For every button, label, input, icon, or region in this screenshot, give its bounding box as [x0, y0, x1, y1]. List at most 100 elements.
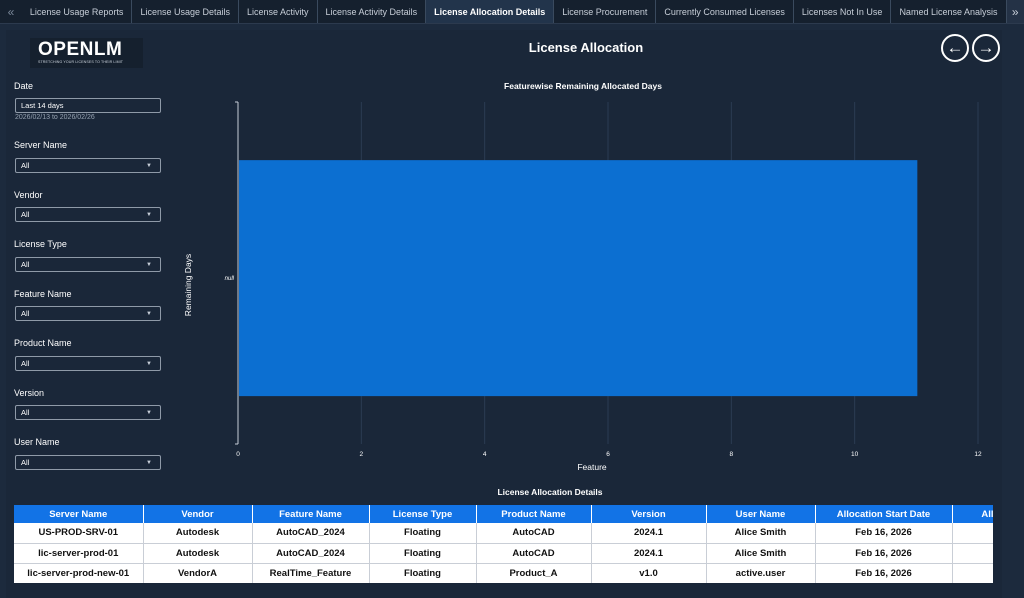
arrow-right-icon: →: [977, 38, 995, 57]
chevron-down-icon: ▼: [146, 459, 152, 466]
back-button[interactable]: ←: [941, 34, 969, 62]
x-tick-label: 12: [974, 451, 982, 458]
tab-license-activity[interactable]: License Activity: [239, 0, 318, 23]
table-cell: 2024.1: [591, 523, 707, 544]
tab-list: License Usage Reports License Usage Detai…: [22, 0, 1007, 23]
forward-button[interactable]: →: [972, 34, 1000, 62]
tab-license-usage-reports[interactable]: License Usage Reports: [22, 0, 133, 23]
table-cell: active.user: [706, 563, 816, 583]
license-type-filter-label: License Type: [14, 239, 67, 249]
table-cell: [952, 563, 993, 583]
user-name-value: All: [21, 458, 30, 467]
column-header-alloc[interactable]: Alloc: [952, 505, 993, 523]
chevron-down-icon: ▼: [146, 310, 152, 317]
version-dropdown[interactable]: All ▼: [15, 405, 161, 420]
column-header-license-type[interactable]: License Type: [369, 505, 477, 523]
column-header-product-name[interactable]: Product Name: [476, 505, 592, 523]
tab-named-license-analysis[interactable]: Named License Analysis: [891, 0, 1007, 23]
tab-license-procurement[interactable]: License Procurement: [554, 0, 657, 23]
product-name-value: All: [21, 359, 30, 368]
table-cell: Autodesk: [143, 543, 253, 564]
table-cell: Product_A: [476, 563, 592, 583]
chart-title: Featurewise Remaining Allocated Days: [504, 81, 662, 91]
table-cell: AutoCAD: [476, 523, 592, 544]
table-cell: Floating: [369, 563, 477, 583]
x-tick-label: 4: [483, 451, 487, 458]
x-tick-label: 0: [236, 451, 240, 458]
table-cell: VendorA: [143, 563, 253, 583]
chart-x-axis-title: Feature: [577, 462, 607, 472]
date-range-text: 2026/02/13 to 2026/02/26: [15, 114, 95, 121]
column-header-allocation-start-date[interactable]: Allocation Start Date: [815, 505, 953, 523]
vendor-value: All: [21, 210, 30, 219]
table-cell: [952, 543, 993, 564]
x-tick-label: 8: [730, 451, 734, 458]
tabs-scroll-right-button[interactable]: »: [1006, 0, 1024, 23]
table-cell: RealTime_Feature: [252, 563, 370, 583]
user-name-dropdown[interactable]: All ▼: [15, 455, 161, 470]
user-name-filter-label: User Name: [14, 437, 60, 447]
tab-license-activity-details[interactable]: License Activity Details: [318, 0, 427, 23]
server-name-value: All: [21, 161, 30, 170]
chevron-down-icon: ▼: [146, 360, 152, 367]
date-filter-value: Last 14 days: [21, 101, 64, 110]
vendor-filter-label: Vendor: [14, 190, 43, 200]
license-type-dropdown[interactable]: All ▼: [15, 257, 161, 272]
tabs-scroll-left-button[interactable]: «: [7, 4, 15, 19]
table-row[interactable]: US-PROD-SRV-01 Autodesk AutoCAD_2024 Floati…: [14, 523, 993, 544]
logo-tagline: STRETCHING YOUR LICENSES TO THEIR LIMIT: [38, 60, 124, 64]
feature-name-filter-label: Feature Name: [14, 289, 72, 299]
column-header-feature-name[interactable]: Feature Name: [252, 505, 370, 523]
version-value: All: [21, 408, 30, 417]
version-filter-label: Version: [14, 388, 45, 398]
table-cell: AutoCAD_2024: [252, 523, 370, 544]
table-cell: lic-server-prod-new-01: [14, 563, 144, 583]
table-cell: Floating: [369, 543, 477, 564]
table-cell: Alice Smith: [706, 523, 816, 544]
column-header-server-name[interactable]: Server Name: [14, 505, 144, 523]
vendor-dropdown[interactable]: All ▼: [15, 207, 161, 222]
tab-licenses-not-in-use[interactable]: Licenses Not In Use: [794, 0, 892, 23]
x-tick-label: 10: [851, 451, 859, 458]
column-header-version[interactable]: Version: [591, 505, 707, 523]
x-tick-label: 6: [606, 451, 610, 458]
table-row[interactable]: lic-server-prod-01 Autodesk AutoCAD_2024 Fl…: [14, 543, 993, 564]
openlm-logo: OPENLM STRETCHING YOUR LICENSES TO THEIR…: [30, 38, 143, 68]
bar: [239, 160, 918, 397]
allocation-details-table: Server Name Vendor Feature Name License Typ…: [14, 505, 993, 583]
tab-license-usage-details[interactable]: License Usage Details: [132, 0, 239, 23]
table-cell: [952, 523, 993, 544]
column-header-vendor[interactable]: Vendor: [143, 505, 253, 523]
chevron-down-icon: ▼: [146, 162, 152, 169]
server-name-filter-label: Server Name: [14, 140, 68, 150]
tab-license-allocation-details[interactable]: License Allocation Details: [426, 0, 555, 23]
table-cell: 2024.1: [591, 543, 707, 564]
y-category-label: null: [225, 276, 235, 282]
product-name-dropdown[interactable]: All ▼: [15, 356, 161, 371]
table-cell: Feb 16, 2026: [815, 563, 953, 583]
date-filter-input[interactable]: Last 14 days: [15, 98, 161, 113]
table-cell: lic-server-prod-01: [14, 543, 144, 564]
table-row[interactable]: lic-server-prod-new-01 VendorA RealTime_Fe…: [14, 563, 993, 583]
chevron-down-icon: ▼: [146, 211, 152, 218]
remaining-days-chart: 0 2 4 6 8 10 12 null: [225, 101, 982, 458]
table-header-row: Server Name Vendor Feature Name License Typ…: [14, 505, 993, 523]
tab-currently-consumed-licenses[interactable]: Currently Consumed Licenses: [656, 0, 794, 23]
date-filter-label: Date: [14, 81, 34, 91]
table-cell: v1.0: [591, 563, 707, 583]
table-cell: Autodesk: [143, 523, 253, 544]
table-cell: AutoCAD_2024: [252, 543, 370, 564]
table-cell: Feb 16, 2026: [815, 543, 953, 564]
table-cell: US-PROD-SRV-01: [14, 523, 144, 544]
table-cell: AutoCAD: [476, 543, 592, 564]
page-title: License Allocation: [528, 40, 644, 55]
logo-text: OPENLM: [38, 39, 123, 60]
table-cell: Alice Smith: [706, 543, 816, 564]
feature-name-dropdown[interactable]: All ▼: [15, 306, 161, 321]
product-name-filter-label: Product Name: [14, 338, 72, 348]
arrow-left-icon: ←: [946, 38, 964, 57]
x-tick-label: 2: [360, 451, 364, 458]
server-name-dropdown[interactable]: All ▼: [15, 158, 161, 173]
chevron-down-icon: ▼: [146, 261, 152, 268]
column-header-user-name[interactable]: User Name: [706, 505, 816, 523]
